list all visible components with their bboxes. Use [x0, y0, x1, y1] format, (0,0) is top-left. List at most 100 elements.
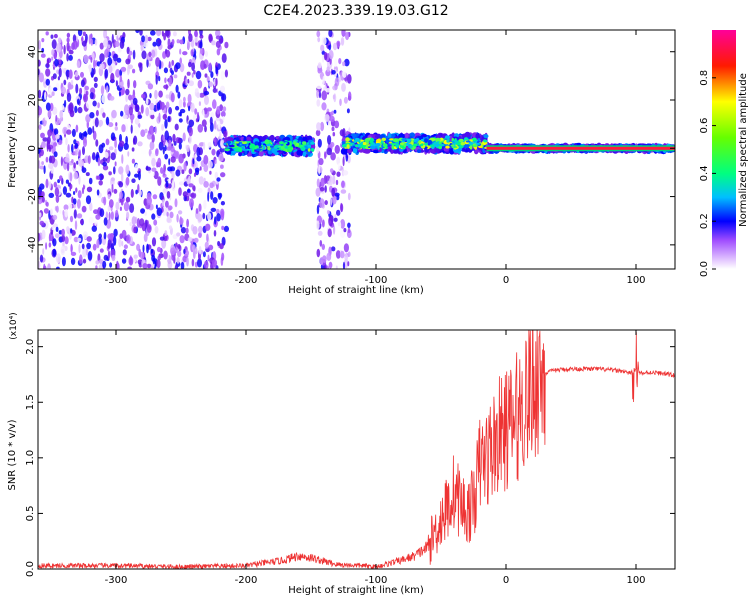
spectrogram-cell [82, 258, 87, 264]
spectrogram-cell [75, 83, 79, 94]
spectrogram-cell [115, 209, 119, 218]
spectrogram-cell [140, 129, 146, 137]
spectrogram-cell [317, 62, 322, 69]
spectrogram-cell [222, 106, 227, 112]
spectrogram-cell [120, 198, 124, 206]
spectrogram-cell [145, 166, 152, 171]
spectrogram-cell [346, 120, 350, 129]
spectrogram-cell [171, 170, 175, 180]
spectrogram-cell [174, 264, 179, 269]
spectrogram-cell [88, 64, 92, 73]
spectrogram-cell [60, 86, 67, 95]
spectrogram-cell [401, 138, 407, 141]
spectrogram-cell [66, 41, 70, 52]
spectrogram-cell [153, 219, 158, 226]
spectrogram-cell [55, 114, 58, 122]
spectrogram-cell [48, 233, 52, 242]
spectrogram-cell [155, 204, 158, 210]
spectrogram-cell [157, 39, 162, 44]
spectrogram-cell [317, 67, 323, 74]
spectrogram-cell [179, 235, 185, 244]
spectrogram-cell [38, 160, 41, 169]
spectrogram-cell [321, 102, 327, 111]
spectrogram-cell [220, 201, 225, 206]
spectrogram-cell [175, 62, 181, 70]
spectrogram-cell [179, 57, 182, 65]
spectrogram-cell [98, 233, 102, 239]
spectrogram-cell [72, 198, 77, 205]
spectrogram-cell [190, 192, 197, 199]
spectrogram-cell [176, 232, 181, 237]
spectrogram-cell [151, 237, 157, 247]
snr-scale-label: (x10⁴) [9, 312, 19, 339]
spectrogram-cell [465, 140, 471, 143]
spectrogram-cell [151, 134, 155, 143]
spectrogram-cell [144, 128, 148, 134]
spectrogram-cell [125, 176, 130, 186]
spectrogram-cell [372, 149, 380, 154]
spectrogram-cell [191, 258, 195, 267]
spectrogram-cell [178, 153, 184, 164]
spectrogram-cell [77, 237, 82, 242]
spectrogram-cell [469, 145, 473, 150]
spectrogram-cell [429, 144, 435, 147]
spectrogram-cell [99, 42, 104, 50]
spectrogram-cell [39, 165, 45, 170]
spectrogram-cell [135, 104, 140, 113]
spectrogram-cell [172, 133, 176, 143]
spectrogram-cell [459, 138, 464, 143]
spectrogram-cell [104, 48, 109, 58]
spectrogram-cell [181, 169, 185, 174]
spectrogram-cell [199, 92, 205, 98]
spectrogram-cell [40, 191, 45, 198]
spectrogram-cell [266, 143, 271, 147]
spectrogram-cell [110, 72, 115, 83]
spectrogram-cell [127, 66, 130, 76]
spectrogram-cell [175, 169, 181, 177]
spectrogram-cell [343, 243, 349, 253]
spectrogram-cell [95, 109, 99, 117]
spectrogram-cell [196, 92, 201, 99]
spectrogram-cell [328, 261, 333, 269]
spectrogram-cell [86, 186, 93, 193]
spectrogram-cell [215, 66, 219, 75]
spectrogram-cell [325, 88, 331, 93]
spectrogram-cell [404, 132, 409, 138]
spectrogram-xlabel: Height of straight line (km) [288, 285, 424, 296]
spectrogram-cell [55, 226, 59, 232]
spectrogram-cell [54, 187, 60, 197]
spectrogram-cell [163, 84, 169, 90]
spectrogram-cell [211, 259, 218, 268]
spectrogram-cell [41, 38, 45, 43]
spectrogram-cell [130, 124, 133, 134]
spectrogram-cell [140, 104, 144, 114]
spectrogram-cell [306, 142, 309, 145]
spectrogram-cell [48, 192, 55, 198]
spectrogram-cell [326, 147, 333, 156]
spectrogram-cell [261, 136, 267, 142]
spectrogram-cell [171, 59, 175, 66]
spectrogram-cell [203, 164, 209, 173]
snr-frame [37, 329, 676, 570]
spectrogram-cell [334, 192, 340, 197]
spectrogram-cell [207, 142, 212, 148]
spectrogram-cell [348, 91, 352, 101]
x-tick-label: 100 [626, 275, 645, 286]
spectrogram-cell [141, 50, 147, 60]
spectrogram-cell [333, 225, 336, 235]
spectrogram-cell [168, 139, 172, 150]
spectrogram-cell [234, 141, 239, 144]
spectrogram-cell [316, 178, 320, 188]
spectrogram-cell [271, 147, 278, 154]
spectrogram-cell [332, 132, 336, 137]
spectrogram-cell [75, 187, 78, 193]
spectrogram-cell [97, 157, 101, 167]
spectrogram-cell [420, 138, 425, 142]
spectrogram-cell [118, 79, 124, 89]
spectrogram-cell [85, 248, 89, 256]
spectrogram-cell [223, 130, 227, 138]
spectrogram-cell [211, 40, 216, 46]
x-tick-label: -100 [365, 575, 388, 586]
spectrogram-cell [156, 259, 161, 269]
spectrogram-cell [108, 65, 113, 74]
